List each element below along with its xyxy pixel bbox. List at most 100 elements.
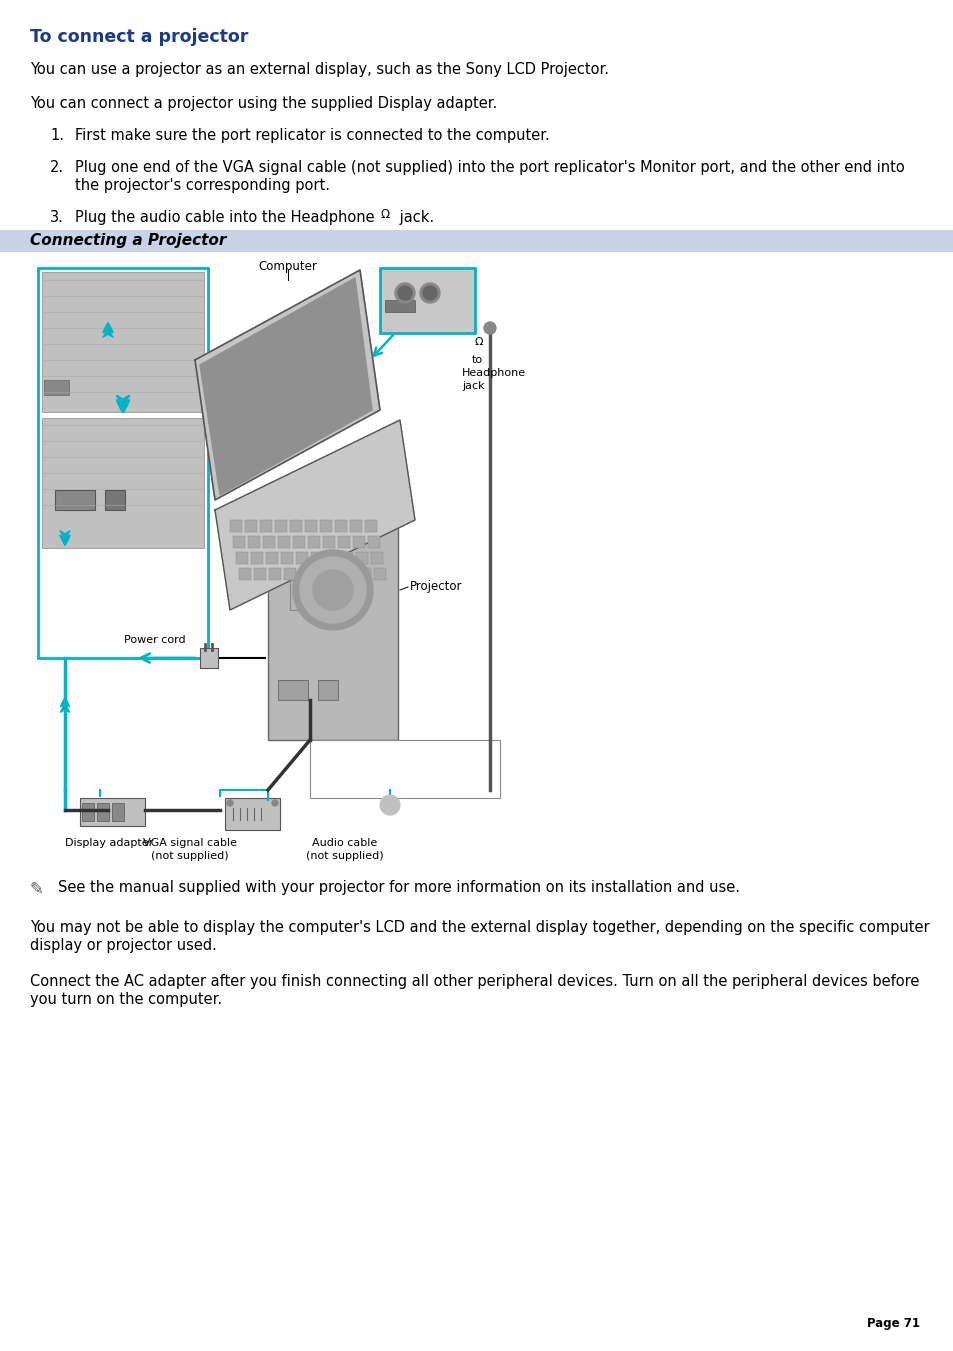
Text: You can use a projector as an external display, such as the Sony LCD Projector.: You can use a projector as an external d… — [30, 62, 608, 77]
Bar — [268, 520, 397, 740]
Circle shape — [293, 550, 373, 630]
Bar — [335, 520, 347, 532]
Text: 1.: 1. — [50, 128, 64, 143]
Bar — [340, 553, 353, 563]
Text: To connect a projector: To connect a projector — [30, 28, 248, 46]
Bar — [365, 520, 376, 532]
Text: you turn on the computer.: you turn on the computer. — [30, 992, 222, 1006]
Bar — [277, 680, 308, 700]
Bar — [239, 567, 251, 580]
Text: ✎: ✎ — [30, 880, 44, 898]
Text: jack: jack — [461, 381, 484, 390]
Bar — [55, 490, 95, 509]
Bar — [251, 553, 263, 563]
Text: display or projector used.: display or projector used. — [30, 938, 216, 952]
Text: jack.: jack. — [395, 209, 434, 226]
Bar — [311, 553, 323, 563]
Bar — [314, 567, 326, 580]
Bar — [305, 520, 316, 532]
Bar — [317, 680, 337, 700]
Bar — [374, 567, 386, 580]
Bar — [42, 272, 204, 412]
Bar — [112, 802, 124, 821]
Text: Plug the audio cable into the Headphone: Plug the audio cable into the Headphone — [75, 209, 375, 226]
Text: Plug one end of the VGA signal cable (not supplied) into the port replicator's M: Plug one end of the VGA signal cable (no… — [75, 159, 903, 176]
Text: Ω: Ω — [475, 336, 483, 347]
Bar — [355, 553, 368, 563]
Text: Headphone: Headphone — [461, 367, 525, 378]
Text: (not supplied): (not supplied) — [151, 851, 229, 861]
Bar — [253, 567, 266, 580]
Text: Audio cable: Audio cable — [312, 838, 377, 848]
Text: VGA signal cable: VGA signal cable — [143, 838, 236, 848]
Bar — [80, 798, 145, 825]
Polygon shape — [214, 420, 415, 611]
Bar — [329, 567, 340, 580]
Circle shape — [483, 322, 496, 334]
Bar — [38, 267, 208, 658]
Bar — [0, 230, 953, 253]
Circle shape — [397, 286, 412, 300]
Circle shape — [299, 557, 366, 623]
Bar — [371, 553, 382, 563]
Circle shape — [419, 282, 439, 303]
Text: You may not be able to display the computer's LCD and the external display toget: You may not be able to display the compu… — [30, 920, 928, 935]
Text: to: to — [472, 355, 482, 365]
Circle shape — [395, 282, 415, 303]
Bar — [310, 740, 499, 798]
Bar — [233, 536, 245, 549]
Bar — [245, 520, 256, 532]
Bar — [225, 798, 280, 830]
Text: the projector's corresponding port.: the projector's corresponding port. — [75, 178, 330, 193]
Bar — [353, 536, 365, 549]
Bar — [385, 300, 415, 312]
Text: Display adapter: Display adapter — [65, 838, 153, 848]
Text: 2.: 2. — [50, 159, 64, 176]
Bar — [295, 553, 308, 563]
Polygon shape — [194, 270, 379, 500]
Bar — [337, 536, 350, 549]
Bar — [269, 567, 281, 580]
Bar — [358, 567, 371, 580]
Bar — [290, 520, 302, 532]
Text: (not supplied): (not supplied) — [306, 851, 383, 861]
Polygon shape — [200, 278, 372, 494]
Bar — [230, 520, 242, 532]
Text: You can connect a projector using the supplied Display adapter.: You can connect a projector using the su… — [30, 96, 497, 111]
Bar — [379, 267, 475, 332]
Bar — [200, 648, 218, 667]
Circle shape — [272, 800, 277, 807]
Text: Connecting a Projector: Connecting a Projector — [30, 232, 226, 249]
Text: Projector: Projector — [410, 580, 462, 593]
Bar — [274, 520, 287, 532]
Text: 3.: 3. — [50, 209, 64, 226]
Bar — [326, 553, 337, 563]
Bar — [82, 802, 94, 821]
Bar — [248, 536, 260, 549]
Bar — [42, 417, 204, 549]
Bar — [97, 802, 109, 821]
Bar — [368, 536, 379, 549]
Text: Connect the AC adapter after you finish connecting all other peripheral devices.: Connect the AC adapter after you finish … — [30, 974, 919, 989]
Bar — [308, 536, 319, 549]
Text: First make sure the port replicator is connected to the computer.: First make sure the port replicator is c… — [75, 128, 549, 143]
Bar — [290, 580, 339, 611]
Bar — [263, 536, 274, 549]
Bar — [235, 553, 248, 563]
Bar — [105, 490, 125, 509]
Text: Power cord: Power cord — [124, 635, 186, 644]
Circle shape — [227, 800, 233, 807]
Circle shape — [422, 286, 436, 300]
Text: Ω: Ω — [380, 208, 390, 222]
Text: Page 71: Page 71 — [866, 1317, 919, 1329]
Bar — [319, 520, 332, 532]
Bar — [277, 536, 290, 549]
Circle shape — [313, 570, 353, 611]
Bar — [281, 553, 293, 563]
Text: See the manual supplied with your projector for more information on its installa: See the manual supplied with your projec… — [58, 880, 740, 894]
Circle shape — [379, 794, 399, 815]
Bar — [323, 536, 335, 549]
Bar — [284, 567, 295, 580]
Bar — [44, 380, 69, 394]
Bar — [260, 520, 272, 532]
